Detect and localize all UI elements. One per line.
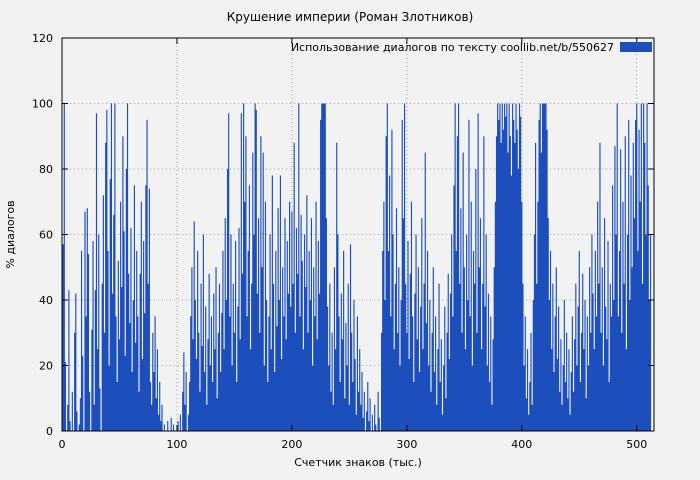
bars bbox=[62, 103, 652, 431]
svg-text:40: 40 bbox=[39, 294, 53, 307]
svg-text:200: 200 bbox=[281, 438, 302, 451]
svg-text:120: 120 bbox=[32, 32, 53, 45]
tick-labels: 0 100 200 300 400 500 0 20 40 60 80 100 120 bbox=[32, 32, 647, 451]
y-axis-label: % диалогов bbox=[4, 200, 17, 268]
svg-text:500: 500 bbox=[626, 438, 647, 451]
svg-text:300: 300 bbox=[396, 438, 417, 451]
svg-text:0: 0 bbox=[46, 425, 53, 438]
svg-text:0: 0 bbox=[59, 438, 66, 451]
svg-text:100: 100 bbox=[32, 98, 53, 111]
chart-title: Крушение империи (Роман Злотников) bbox=[226, 10, 474, 24]
legend-swatch bbox=[620, 42, 652, 52]
legend: Использование диалогов по тексту coollib… bbox=[291, 41, 652, 54]
svg-text:20: 20 bbox=[39, 360, 53, 373]
svg-text:100: 100 bbox=[166, 438, 187, 451]
legend-label: Использование диалогов по тексту coollib… bbox=[291, 41, 614, 54]
x-axis-label: Счетчик знаков (тыс.) bbox=[294, 456, 422, 469]
axes bbox=[61, 37, 655, 432]
svg-text:400: 400 bbox=[511, 438, 532, 451]
svg-text:80: 80 bbox=[39, 163, 53, 176]
svg-text:60: 60 bbox=[39, 229, 53, 242]
